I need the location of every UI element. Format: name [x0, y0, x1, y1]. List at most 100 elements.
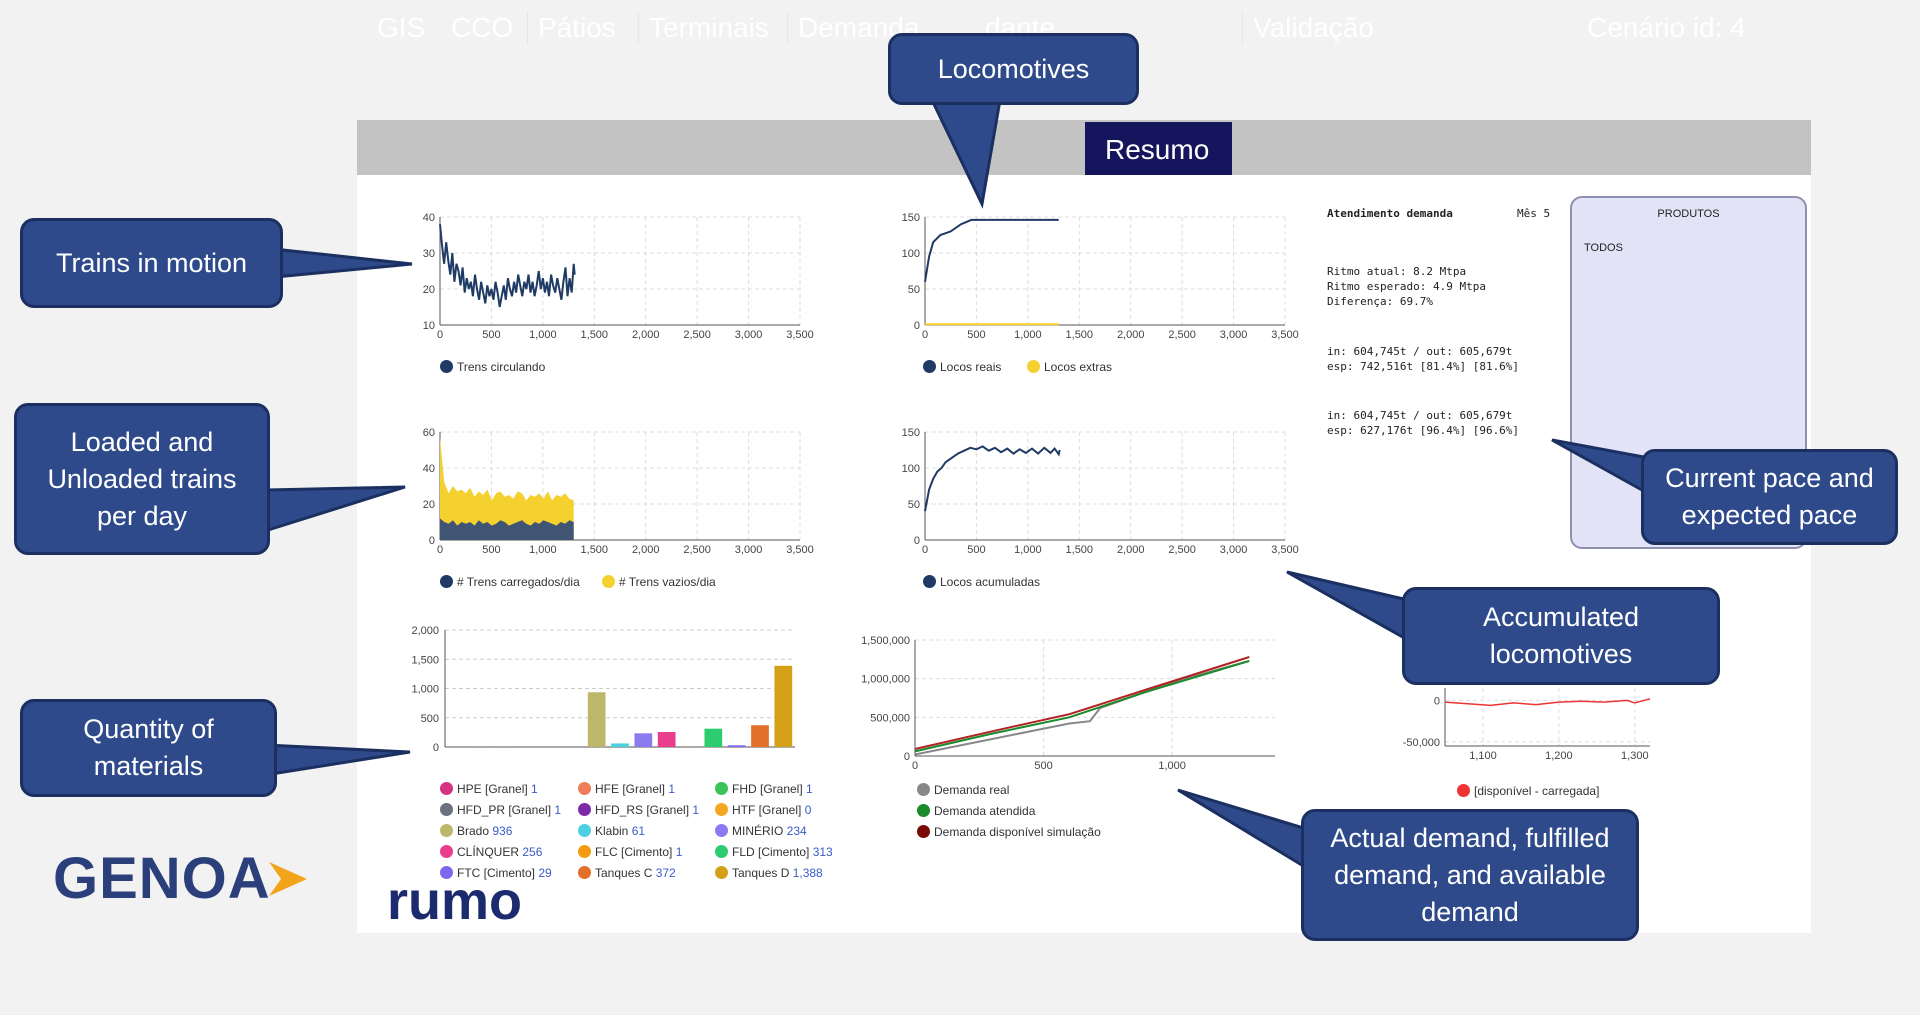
legend-label: HFE [Granel] — [595, 782, 669, 796]
y-tick-label: 1,000 — [411, 684, 439, 696]
materials-legend-item: Brado 936 — [440, 824, 512, 838]
legend-dot — [578, 803, 591, 816]
legend-label: HFD_RS [Granel] — [595, 803, 693, 817]
tab-active-highlight[interactable]: Resumo — [1085, 122, 1232, 175]
y-tick-label: 20 — [423, 284, 435, 296]
y-tick-label: 0 — [433, 742, 439, 754]
legend-label: Klabin — [595, 824, 632, 838]
y-tick-label: 40 — [423, 463, 435, 475]
legend-dot — [440, 866, 453, 879]
y-tick-label: 1,500,000 — [861, 635, 910, 647]
x-tick-label: 1,300 — [1621, 750, 1649, 762]
x-tick-label: 2,500 — [683, 544, 711, 556]
chart-trains-in-motion: 0 500 1,000 1,500 2,000 2,500 3,000 3,500 10 20 30… — [423, 212, 814, 341]
series-line — [914, 656, 1250, 750]
legend-dot — [440, 360, 453, 373]
chart-loaded-unloaded: 0 500 1,000 1,500 2,000 2,500 3,000 3,500 0 20 40 6… — [423, 427, 814, 556]
x-tick-label: 3,000 — [735, 544, 763, 556]
legend-value: 1 — [692, 803, 700, 817]
bar — [657, 732, 676, 747]
legend-value: 1 — [806, 782, 813, 796]
tab-terminais[interactable]: Terminais — [638, 12, 769, 44]
legend-dot — [1027, 360, 1040, 373]
x-tick-label: 3,000 — [1220, 544, 1248, 556]
materials-legend-item: MINÉRIO 234 — [715, 824, 807, 838]
series-line — [914, 659, 1250, 756]
callout-accumulated: Accumulated locomotives — [1402, 587, 1720, 685]
materials-legend-item: HTF [Granel] 0 — [715, 803, 811, 817]
area-vazios — [440, 437, 574, 540]
summary-title: Atendimento demanda — [1327, 207, 1453, 220]
x-tick-label: 500 — [482, 544, 500, 556]
bar — [704, 728, 723, 747]
x-tick-label: 3,500 — [1271, 329, 1299, 341]
genoa-logo-mark — [268, 862, 307, 896]
x-tick-label: 2,000 — [1117, 544, 1145, 556]
ritmo-atual: Ritmo atual: 8.2 Mtpa — [1327, 265, 1467, 278]
legend-label: Locos extras — [1044, 360, 1113, 374]
legend-value: 234 — [786, 824, 807, 838]
area-carregados — [440, 518, 574, 540]
pointer-trains — [263, 246, 413, 280]
x-tick-label: 500 — [1034, 760, 1052, 772]
callout-trains-in-motion: Trains in motion — [20, 218, 283, 308]
y-tick-label: -50,000 — [1403, 737, 1440, 749]
legend-dot — [715, 803, 728, 816]
pointer-quantity — [263, 743, 411, 777]
legend-demanda-disponivel: Demanda disponível simulação — [917, 825, 1101, 839]
y-tick-label: 0 — [914, 320, 920, 332]
legend-label: FLC [Cimento] — [595, 845, 676, 859]
legend-value: 1,388 — [792, 866, 823, 880]
legend-dot — [923, 575, 936, 588]
callout-demand: Actual demand, fulfilled demand, and ava… — [1301, 809, 1639, 941]
tab-gis[interactable]: GIS — [377, 12, 426, 43]
x-tick-label: 0 — [437, 329, 443, 341]
x-tick-label: 0 — [922, 544, 928, 556]
legend-dot — [578, 782, 591, 795]
genoa-logo-text: GENOA — [53, 846, 271, 911]
legend-label: FLD [Cimento] — [732, 845, 813, 859]
chart-materials: 0 500 1,000 1,500 2,000 — [411, 625, 795, 754]
x-tick-label: 0 — [922, 329, 928, 341]
materials-legend-item: Klabin 61 — [578, 824, 645, 838]
legend-dot — [578, 824, 591, 837]
products-option-todos[interactable]: TODOS — [1584, 242, 1623, 254]
legend-value: 936 — [492, 824, 513, 838]
legend-value: 313 — [812, 845, 833, 859]
legend-label: FHD [Granel] — [732, 782, 807, 796]
legend-label: Demanda disponível simulação — [934, 825, 1101, 839]
pointer-accumulated — [1286, 570, 1410, 643]
legend-label: HPE [Granel] — [457, 782, 532, 796]
tab-patios[interactable]: Pátios — [527, 12, 616, 44]
materials-legend-item: HFD_RS [Granel] 1 — [578, 803, 699, 817]
legend-trens-circulando: Trens circulando — [440, 360, 545, 374]
x-tick-label: 1,500 — [1066, 329, 1094, 341]
legend-label: Tanques D — [732, 866, 793, 880]
scenario-id: Cenário id: 4 — [1587, 12, 1746, 43]
nav-bar — [357, 120, 1811, 175]
chart-locomotives: 0 500 1,000 1,500 2,000 2,500 3,000 3,500 0 50 100… — [902, 212, 1299, 341]
y-tick-label: 0 — [1434, 695, 1440, 707]
legend-dot — [440, 803, 453, 816]
legend-label: Tanques C — [595, 866, 656, 880]
materials-legend-item: HFE [Granel] 1 — [578, 782, 675, 796]
x-tick-label: 2,000 — [632, 329, 660, 341]
legend-dot — [715, 866, 728, 879]
legend-demanda-real: Demanda real — [917, 783, 1009, 797]
legend-value: 256 — [522, 845, 543, 859]
materials-legend-item: HFD_PR [Granel] 1 — [440, 803, 561, 817]
y-tick-label: 1,000,000 — [861, 674, 910, 686]
x-tick-label: 2,500 — [683, 329, 711, 341]
x-tick-label: 1,500 — [1066, 544, 1094, 556]
legend-dot — [917, 825, 930, 838]
bar — [774, 665, 793, 747]
bar — [634, 733, 653, 747]
tab-cco[interactable]: CCO — [451, 12, 514, 43]
tab-validacao[interactable]: Validação — [1242, 12, 1374, 44]
materials-legend-item: HPE [Granel] 1 — [440, 782, 538, 796]
x-tick-label: 1,000 — [1158, 760, 1186, 772]
x-tick-label: 1,500 — [581, 329, 609, 341]
legend-dot — [602, 575, 615, 588]
legend-value: 1 — [675, 845, 683, 859]
y-tick-label: 2,000 — [411, 625, 439, 637]
